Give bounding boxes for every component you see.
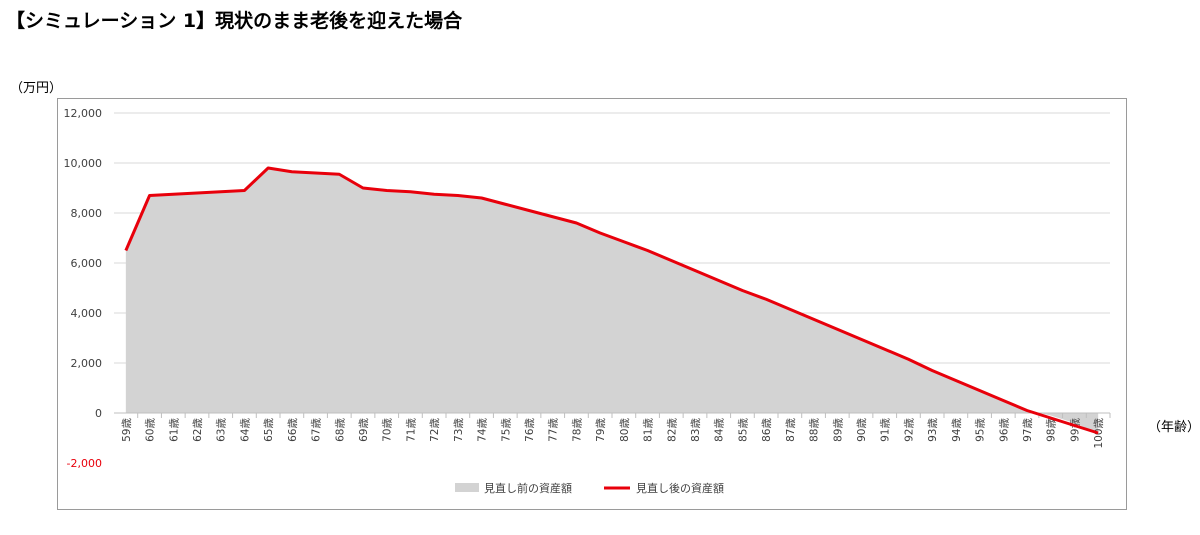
legend-label-after: 見直し後の資産額 xyxy=(636,481,724,495)
x-tick-label: 77歳 xyxy=(548,418,560,442)
x-tick-label: 98歳 xyxy=(1046,418,1058,442)
x-axis-unit-label: （年齢） xyxy=(1148,420,1200,435)
chart-frame xyxy=(57,98,1127,510)
x-tick-label: 83歳 xyxy=(690,418,702,442)
x-tick-label: 93歳 xyxy=(927,418,939,442)
x-tick-label: 68歳 xyxy=(334,418,346,442)
x-tick-label: 90歳 xyxy=(856,418,868,442)
x-tick-label: 71歳 xyxy=(405,418,417,442)
x-tick-label: 100歳 xyxy=(1093,418,1105,449)
x-tick-label: 70歳 xyxy=(382,418,394,442)
x-tick-label: 99歳 xyxy=(1069,418,1081,442)
x-tick-label: 75歳 xyxy=(500,418,512,442)
x-tick-label: 64歳 xyxy=(239,418,251,442)
x-tick-label: 72歳 xyxy=(429,418,441,442)
x-tick-label: 94歳 xyxy=(951,418,963,442)
x-tick-label: 69歳 xyxy=(358,418,370,442)
x-tick-label: 89歳 xyxy=(832,418,844,442)
x-tick-label: 84歳 xyxy=(714,418,726,442)
y-tick-label: 4,000 xyxy=(71,307,103,320)
x-tick-label: 59歳 xyxy=(121,418,133,442)
x-tick-label: 86歳 xyxy=(761,418,773,442)
x-tick-label: 65歳 xyxy=(263,418,275,442)
legend-swatch-before xyxy=(455,483,479,492)
x-tick-label: 74歳 xyxy=(477,418,489,442)
x-tick-label: 62歳 xyxy=(192,418,204,442)
y-axis-unit-label: （万円） xyxy=(10,81,63,96)
x-tick-label: 97歳 xyxy=(1022,418,1034,442)
x-tick-label: 95歳 xyxy=(975,418,987,442)
line-series-after xyxy=(124,166,1099,435)
x-tick-label: 78歳 xyxy=(571,418,583,442)
x-tick-label: 67歳 xyxy=(311,418,323,442)
y-tick-label: 10,000 xyxy=(64,157,103,170)
x-tick-label: 87歳 xyxy=(785,418,797,442)
x-tick-label: 91歳 xyxy=(880,418,892,442)
y-tick-label: 0 xyxy=(95,407,102,420)
y-tick-label: 2,000 xyxy=(71,357,103,370)
y-tick-label: -2,000 xyxy=(67,457,102,470)
x-tick-label: 76歳 xyxy=(524,418,536,442)
x-tick-label: 81歳 xyxy=(643,418,655,442)
x-tick-label: 82歳 xyxy=(666,418,678,442)
area-series-before xyxy=(125,168,1099,433)
x-tick-label: 79歳 xyxy=(595,418,607,442)
y-tick-label: 8,000 xyxy=(71,207,103,220)
x-tick-label: 60歳 xyxy=(145,418,157,442)
x-tick-label: 96歳 xyxy=(998,418,1010,442)
legend-label-before: 見直し前の資産額 xyxy=(484,481,572,495)
x-tick-label: 92歳 xyxy=(903,418,915,442)
x-tick-label: 88歳 xyxy=(809,418,821,442)
page-title: 【シミュレーション 1】現状のまま老後を迎えた場合 xyxy=(6,10,463,32)
x-tick-label: 63歳 xyxy=(216,418,228,442)
y-tick-label: 6,000 xyxy=(71,257,103,270)
x-tick-label: 61歳 xyxy=(168,418,180,442)
y-tick-label: 12,000 xyxy=(64,107,103,120)
x-tick-label: 66歳 xyxy=(287,418,299,442)
x-tick-label: 73歳 xyxy=(453,418,465,442)
x-tick-label: 85歳 xyxy=(737,418,749,442)
x-tick-label: 80歳 xyxy=(619,418,631,442)
